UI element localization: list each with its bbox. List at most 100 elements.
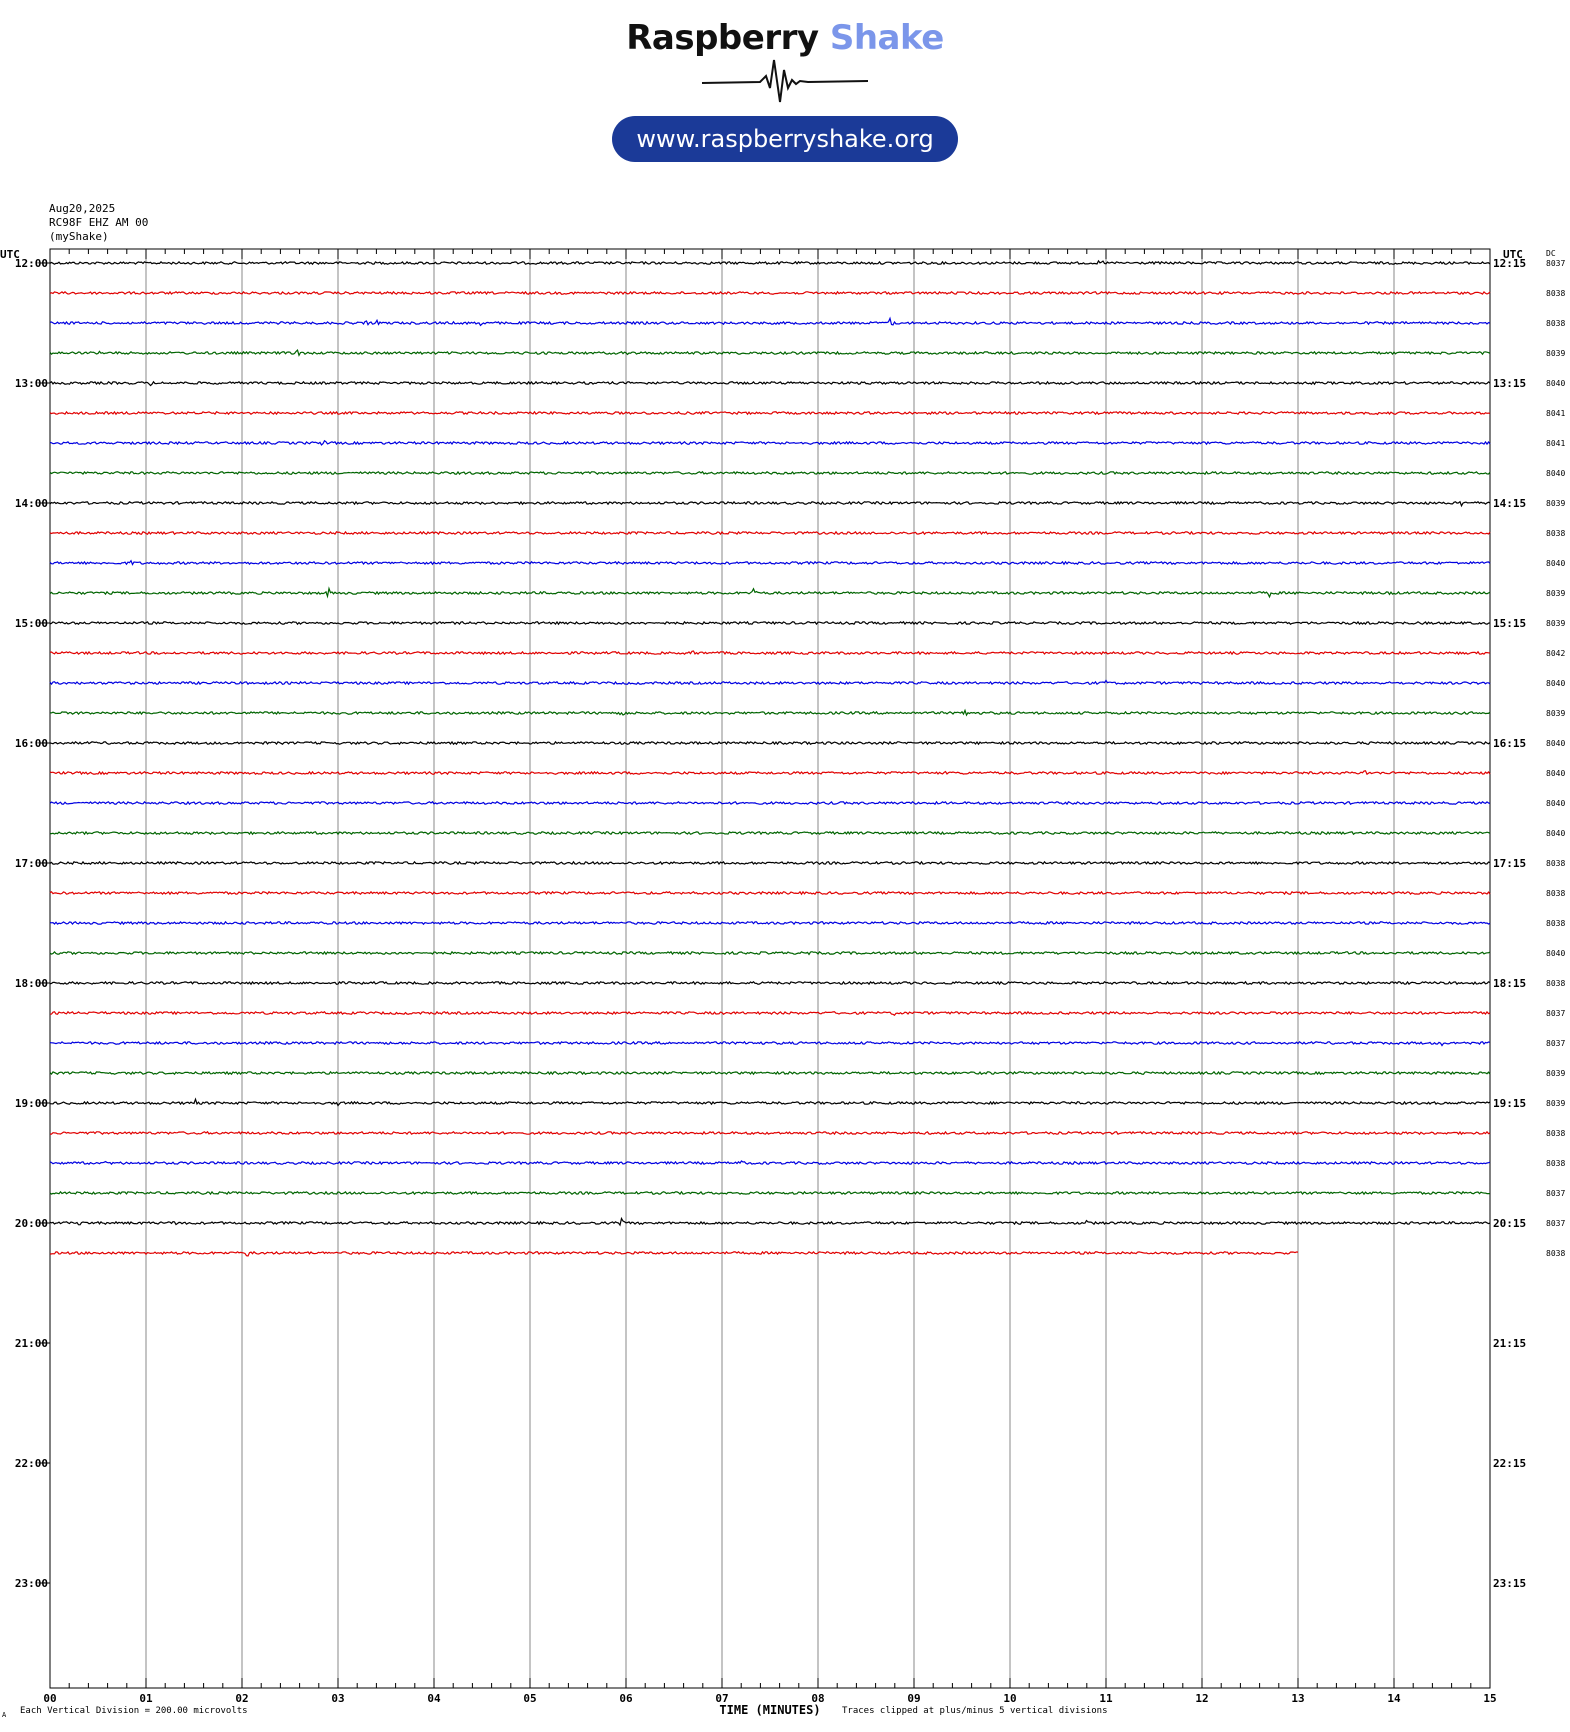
dc-offset-label: 8039 [1546,709,1565,718]
brand-word-shake: Shake [829,18,944,58]
x-tick-label-08: 08 [811,1692,824,1705]
left-hour-label: 13:00 [15,377,48,390]
seismic-trace-row-33 [49,1250,1299,1257]
seismic-trace-row-30 [49,1160,1491,1166]
dc-offset-label: 8038 [1546,1249,1565,1258]
seismic-trace-row-22 [49,920,1491,926]
seismic-trace-row-13 [49,650,1491,656]
x-tick-label-12: 12 [1195,1692,1208,1705]
dc-offset-label: 8040 [1546,469,1565,478]
x-axis-label: TIME (MINUTES) [719,1703,820,1717]
website-link-pill[interactable]: www.raspberryshake.org [612,116,958,162]
seismic-trace-row-4 [49,380,1491,387]
left-hour-label: 17:00 [15,857,48,870]
left-hour-label: 12:00 [15,257,48,270]
seismic-trace-row-19 [50,830,1491,836]
left-hour-label: 20:00 [15,1217,48,1230]
dc-offset-label: 8037 [1546,1039,1565,1048]
dc-offset-label: 8038 [1546,529,1565,538]
dc-offset-label: 8037 [1546,1009,1565,1018]
seismic-trace-row-12 [49,620,1491,626]
dc-offset-label: 8040 [1546,379,1565,388]
seismic-trace-row-11 [49,586,1491,599]
left-hour-label: 16:00 [15,737,48,750]
x-tick-label-14: 14 [1387,1692,1401,1705]
x-tick-label-07: 07 [715,1692,728,1705]
seismic-trace-row-16 [49,740,1491,746]
dc-offset-label: 8040 [1546,949,1565,958]
dc-column-title: DC [1546,249,1556,258]
left-hour-label: 22:00 [15,1457,48,1470]
seismic-trace-row-18 [49,800,1491,806]
dc-offset-label: 8039 [1546,1099,1565,1108]
seismic-trace-row-10 [49,559,1491,566]
date-label: Aug20,2025 [49,202,116,215]
right-hour-label: 23:15 [1493,1577,1526,1590]
left-hour-label: 21:00 [15,1337,48,1350]
owner-label: (myShake) [49,230,109,243]
x-tick-label-10: 10 [1003,1692,1016,1705]
seismic-trace-row-20 [49,860,1491,866]
seismic-trace-row-27 [49,1070,1491,1076]
dc-offset-label: 8040 [1546,829,1565,838]
seismic-trace-row-21 [49,890,1491,896]
seismic-trace-row-23 [49,950,1491,956]
seismic-trace-row-31 [49,1190,1491,1196]
x-tick-label-15: 15 [1483,1692,1496,1705]
dc-offset-label: 8038 [1546,1159,1565,1168]
seismic-trace-row-2 [49,316,1491,327]
dc-offset-label: 8038 [1546,859,1565,868]
dc-offset-label: 8041 [1546,409,1565,418]
x-tick-label-09: 09 [907,1692,920,1705]
x-tick-label-11: 11 [1099,1692,1113,1705]
dc-offset-label: 8040 [1546,739,1565,748]
seismic-trace-row-8 [49,500,1491,508]
dc-offset-label: 8039 [1546,349,1565,358]
right-hour-label: 21:15 [1493,1337,1526,1350]
left-hour-label: 23:00 [15,1577,48,1590]
dc-offset-label: 8041 [1546,439,1565,448]
dc-offset-label: 8038 [1546,889,1565,898]
dc-offset-label: 8039 [1546,619,1565,628]
dc-offset-label: 8040 [1546,799,1565,808]
seismic-trace-row-25 [49,1010,1491,1016]
right-hour-label: 13:15 [1493,377,1526,390]
left-hour-label: 14:00 [15,497,48,510]
dc-offset-label: 8039 [1546,499,1565,508]
x-tick-label-01: 01 [139,1692,153,1705]
x-tick-label-13: 13 [1291,1692,1304,1705]
station-label: RC98F EHZ AM 00 [49,216,149,229]
seismic-wave-logo-icon [701,59,869,103]
seismic-trace-row-26 [49,1040,1491,1047]
seismic-trace-row-28 [49,1097,1491,1107]
seismic-trace-row-15 [49,708,1491,717]
seismic-trace-row-7 [49,470,1491,476]
dc-offset-label: 8039 [1546,1069,1565,1078]
dc-offset-label: 8037 [1546,1189,1565,1198]
right-hour-label: 17:15 [1493,857,1526,870]
left-hour-label: 18:00 [15,977,48,990]
right-hour-label: 19:15 [1493,1097,1526,1110]
vertical-division-note: Each Vertical Division = 200.00 microvol… [20,1706,248,1716]
left-hour-label: 19:00 [15,1097,48,1110]
right-hour-label: 16:15 [1493,737,1526,750]
right-hour-label: 14:15 [1493,497,1526,510]
seismic-trace-row-3 [49,348,1491,357]
dc-offset-label: 8038 [1546,919,1565,928]
left-hour-label: 15:00 [15,617,48,630]
dc-offset-label: 8042 [1546,649,1565,658]
right-hour-label: 22:15 [1493,1457,1526,1470]
dc-offset-label: 8037 [1546,259,1565,268]
brand-title: Raspberry Shake [0,18,1570,58]
right-utc-title: UTC [1503,248,1523,261]
dc-offset-label: 8039 [1546,589,1565,598]
seismic-trace-row-1 [49,290,1491,296]
dc-offset-label: 8038 [1546,979,1565,988]
seismic-trace-row-24 [49,980,1491,986]
x-tick-label-00: 00 [43,1692,56,1705]
seismic-trace-row-14 [49,679,1491,686]
dc-offset-label: 8038 [1546,319,1565,328]
clipping-note: Traces clipped at plus/minus 5 vertical … [842,1706,1108,1716]
seismic-trace-row-32 [49,1216,1491,1227]
